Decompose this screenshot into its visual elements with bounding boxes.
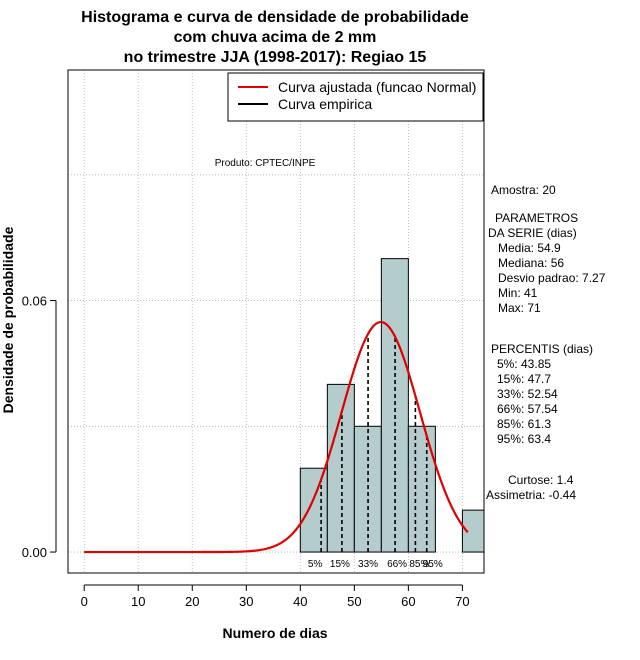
x-tick-label-70: 70: [455, 594, 469, 609]
percentile-label-95%: 95%: [423, 559, 443, 570]
media-text: Media: 54.9: [498, 241, 561, 255]
assimetria-text: Assimetria: -0.44: [486, 488, 576, 502]
parametros-subtitle: DA SERIE (dias): [488, 226, 577, 240]
chart-title-line-3: no trimestre JJA (1998-2017): Regiao 15: [124, 49, 427, 66]
legend-box: [227, 72, 484, 122]
p85-text: 85%: 61.3: [497, 417, 551, 431]
histogram-bar-4: [407, 425, 436, 553]
x-tick-label-60: 60: [401, 594, 415, 609]
percentile-label-5%: 5%: [308, 559, 323, 570]
curve-layer: [84, 320, 469, 554]
p66-text: 66%: 57.54: [497, 402, 558, 416]
x-tick-label-30: 30: [239, 594, 253, 609]
x-tick-label-0: 0: [81, 594, 88, 609]
min-text: Min: 41: [498, 286, 538, 300]
fitted-normal-curve: [84, 320, 469, 554]
histogram-bar-1: [326, 383, 355, 553]
p33-text: 33%: 52.54: [497, 387, 558, 401]
p95-text: 95%: 63.4: [497, 432, 551, 446]
bars-layer: [299, 258, 485, 553]
percentile-label-66%: 66%: [387, 559, 407, 570]
percentile-label-33%: 33%: [358, 559, 378, 570]
p5-text: 5%: 43.85: [497, 357, 551, 371]
p15-text: 15%: 47.7: [497, 372, 551, 386]
produto-label: Produto: CPTEC/INPE: [215, 158, 316, 169]
legend-empirical-label: Curva empirica: [278, 96, 372, 112]
legend-fitted-label: Curva ajustada (funcao Normal): [278, 79, 476, 95]
x-tick-label-20: 20: [185, 594, 199, 609]
x-tick-label-50: 50: [347, 594, 361, 609]
desvio-text: Desvio padrao: 7.27: [498, 271, 606, 285]
y-tick-label-0: 0.00: [22, 545, 47, 560]
histogram-bar-0: [299, 467, 328, 553]
axis-layer: 0 10 20 30 40 50 60 70 0.00 0.06: [22, 294, 470, 609]
amostra-text: Amostra: 20: [491, 183, 556, 197]
statistics-panel: Amostra: 20 PARAMETROS DA SERIE (dias) M…: [486, 183, 606, 502]
chart-title-line-2: com chuva acima de 2 mm: [174, 29, 377, 46]
mediana-text: Mediana: 56: [498, 256, 564, 270]
percentile-label-85%: 85%: [409, 559, 429, 570]
curtose-text: Curtose: 1.4: [508, 473, 574, 487]
percentile-lines-layer: 5% 15% 33% 66% 85%95%: [308, 333, 443, 570]
x-tick-label-10: 10: [131, 594, 145, 609]
x-axis-label: Numero de dias: [222, 625, 327, 641]
chart-title-line-1: Histograma e curva de densidade de proba…: [81, 9, 469, 26]
y-axis-label: Densidade de probabilidade: [0, 226, 16, 413]
max-text: Max: 71: [498, 301, 541, 315]
y-tick-label-1: 0.06: [22, 294, 47, 309]
plot-frame: [67, 69, 485, 574]
parametros-title: PARAMETROS: [495, 211, 578, 225]
legend: Curva ajustada (funcao Normal) Curva emp…: [227, 72, 484, 122]
percentile-label-15%: 15%: [330, 559, 350, 570]
x-tick-label-40: 40: [293, 594, 307, 609]
percentis-title: PERCENTIS (dias): [491, 342, 593, 356]
